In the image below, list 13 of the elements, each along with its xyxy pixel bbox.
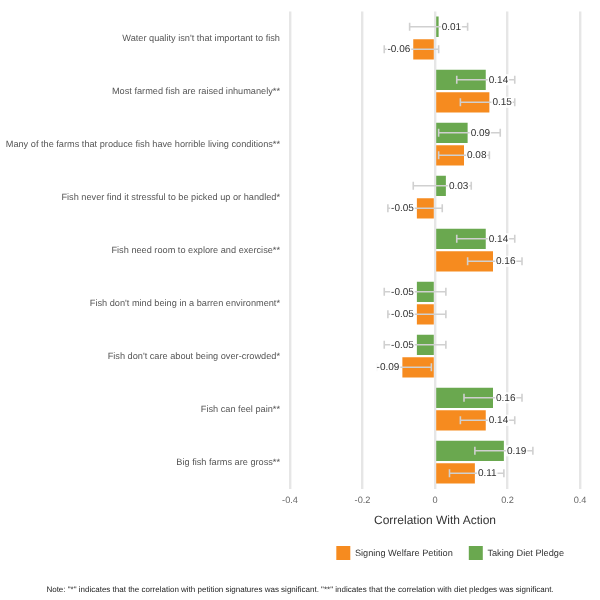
bar xyxy=(436,92,490,113)
bar xyxy=(436,122,468,143)
bar xyxy=(413,39,434,60)
bar xyxy=(402,357,434,378)
bar xyxy=(436,69,486,90)
bar xyxy=(436,228,486,249)
bar xyxy=(436,251,493,272)
bar xyxy=(436,463,475,484)
bar xyxy=(436,440,504,461)
bar xyxy=(416,304,434,325)
bar xyxy=(436,410,486,431)
bar xyxy=(436,175,446,196)
bar xyxy=(436,387,493,408)
